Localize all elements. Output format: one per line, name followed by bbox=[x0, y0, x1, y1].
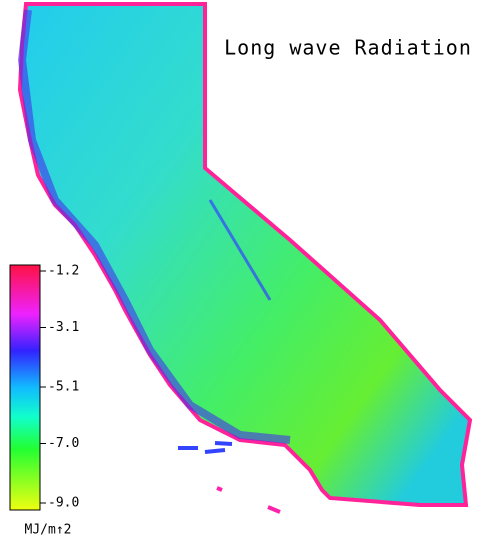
colorbar-tick-label: -1.2 bbox=[48, 264, 79, 279]
colorbar-tick-label: -9.0 bbox=[48, 496, 79, 511]
colorbar-tick-label: -7.0 bbox=[48, 436, 79, 451]
map-title: Long wave Radiation bbox=[224, 36, 472, 60]
colorbar-unit: MJ/m↑2 bbox=[25, 523, 72, 538]
california-raster bbox=[17, 2, 473, 514]
colorbar-tick-label: -5.1 bbox=[48, 380, 79, 395]
colorbar bbox=[9, 264, 41, 511]
colorbar-tick-label: -3.1 bbox=[48, 320, 79, 335]
